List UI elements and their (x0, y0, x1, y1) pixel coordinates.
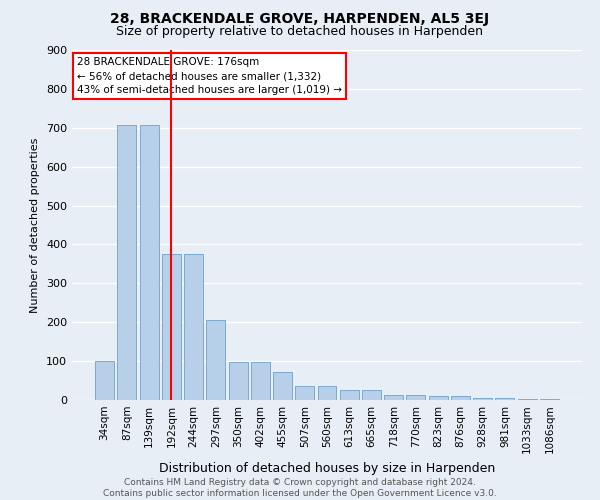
Bar (140, 125, 158, 400)
Bar (295, 386, 314, 400)
Bar (340, 390, 359, 400)
Bar (118, 125, 136, 400)
Bar (518, 399, 536, 400)
Bar (540, 399, 559, 400)
Text: Size of property relative to detached houses in Harpenden: Size of property relative to detached ho… (116, 25, 484, 38)
Bar (273, 372, 292, 400)
Y-axis label: Number of detached properties: Number of detached properties (31, 138, 40, 312)
X-axis label: Distribution of detached houses by size in Harpenden: Distribution of detached houses by size … (159, 462, 495, 475)
Bar (496, 398, 514, 400)
Bar (162, 254, 181, 400)
Bar (317, 386, 337, 400)
Bar (406, 396, 425, 400)
Bar (451, 396, 470, 400)
Text: 28 BRACKENDALE GROVE: 176sqm
← 56% of detached houses are smaller (1,332)
43% of: 28 BRACKENDALE GROVE: 176sqm ← 56% of de… (77, 57, 342, 95)
Bar (229, 362, 248, 400)
Bar (95, 361, 114, 400)
Bar (251, 362, 270, 400)
Text: 28, BRACKENDALE GROVE, HARPENDEN, AL5 3EJ: 28, BRACKENDALE GROVE, HARPENDEN, AL5 3E… (110, 12, 490, 26)
Bar (362, 390, 381, 400)
Bar (473, 398, 492, 400)
Bar (184, 254, 203, 400)
Bar (384, 396, 403, 400)
Bar (206, 320, 225, 400)
Text: Contains HM Land Registry data © Crown copyright and database right 2024.
Contai: Contains HM Land Registry data © Crown c… (103, 478, 497, 498)
Bar (429, 396, 448, 400)
